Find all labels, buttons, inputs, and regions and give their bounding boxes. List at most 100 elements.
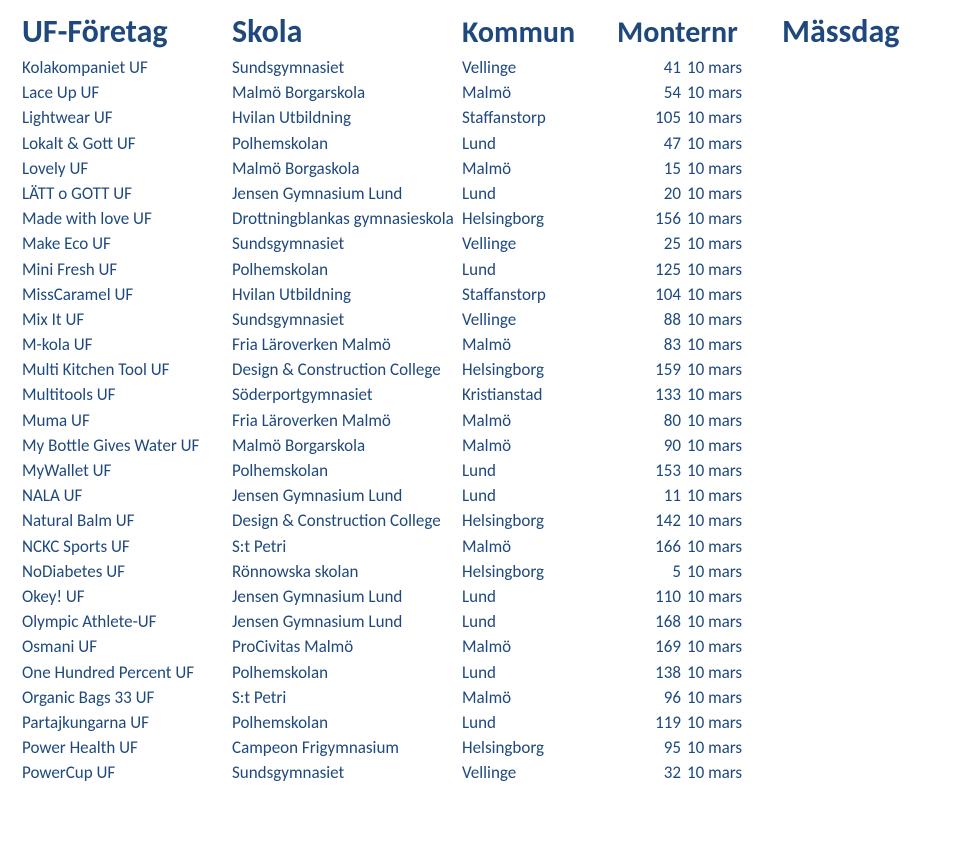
cell-foretag: MyWallet UF	[22, 458, 232, 483]
cell-kommun: Malmö	[462, 80, 617, 105]
cell-kommun: Lund	[462, 584, 617, 609]
cell-foretag: Power Health UF	[22, 735, 232, 760]
cell-foretag: LÄTT o GOTT UF	[22, 181, 232, 206]
cell-skola: Design & Construction College	[232, 357, 462, 382]
header-skola: Skola	[232, 12, 462, 51]
cell-kommun: Malmö	[462, 534, 617, 559]
cell-kommun: Vellinge	[462, 231, 617, 256]
cell-foretag: Lovely UF	[22, 156, 232, 181]
table-row: M-kola UFFria Läroverken MalmöMalmö8310 …	[22, 332, 938, 357]
cell-monternr: 20	[617, 181, 687, 206]
cell-foretag: Lokalt & Gott UF	[22, 131, 232, 156]
table-row: NCKC Sports UFS:t PetriMalmö16610 mars	[22, 534, 938, 559]
cell-foretag: NoDiabetes UF	[22, 559, 232, 584]
cell-skola: Polhemskolan	[232, 660, 462, 685]
cell-monternr: 168	[617, 609, 687, 634]
table-row: MyWallet UFPolhemskolanLund15310 mars	[22, 458, 938, 483]
cell-massdag: 10 mars	[687, 332, 927, 357]
table-row: Lightwear UFHvilan UtbildningStaffanstor…	[22, 105, 938, 130]
cell-kommun: Vellinge	[462, 55, 617, 80]
cell-massdag: 10 mars	[687, 609, 927, 634]
cell-kommun: Helsingborg	[462, 559, 617, 584]
cell-foretag: Lightwear UF	[22, 105, 232, 130]
cell-foretag: My Bottle Gives Water UF	[22, 433, 232, 458]
cell-foretag: Okey! UF	[22, 584, 232, 609]
table-row: My Bottle Gives Water UFMalmö Borgarskol…	[22, 433, 938, 458]
table-row: Multi Kitchen Tool UFDesign & Constructi…	[22, 357, 938, 382]
cell-kommun: Vellinge	[462, 760, 617, 785]
cell-monternr: 153	[617, 458, 687, 483]
cell-monternr: 166	[617, 534, 687, 559]
cell-monternr: 156	[617, 206, 687, 231]
cell-skola: Hvilan Utbildning	[232, 282, 462, 307]
cell-skola: Rönnowska skolan	[232, 559, 462, 584]
cell-foretag: Mix It UF	[22, 307, 232, 332]
cell-kommun: Helsingborg	[462, 508, 617, 533]
cell-skola: Jensen Gymnasium Lund	[232, 483, 462, 508]
cell-foretag: Multi Kitchen Tool UF	[22, 357, 232, 382]
cell-monternr: 142	[617, 508, 687, 533]
table-row: Mix It UFSundsgymnasietVellinge8810 mars	[22, 307, 938, 332]
table-row: Muma UFFria Läroverken MalmöMalmö8010 ma…	[22, 408, 938, 433]
cell-skola: Söderportgymnasiet	[232, 382, 462, 407]
cell-massdag: 10 mars	[687, 55, 927, 80]
cell-massdag: 10 mars	[687, 634, 927, 659]
cell-skola: Polhemskolan	[232, 710, 462, 735]
cell-monternr: 25	[617, 231, 687, 256]
cell-monternr: 138	[617, 660, 687, 685]
cell-monternr: 133	[617, 382, 687, 407]
cell-monternr: 95	[617, 735, 687, 760]
cell-massdag: 10 mars	[687, 181, 927, 206]
cell-kommun: Staffanstorp	[462, 105, 617, 130]
table-row: Made with love UFDrottningblankas gymnas…	[22, 206, 938, 231]
cell-massdag: 10 mars	[687, 735, 927, 760]
cell-kommun: Malmö	[462, 156, 617, 181]
cell-skola: Hvilan Utbildning	[232, 105, 462, 130]
table-row: NALA UFJensen Gymnasium LundLund1110 mar…	[22, 483, 938, 508]
cell-monternr: 96	[617, 685, 687, 710]
cell-foretag: Made with love UF	[22, 206, 232, 231]
cell-massdag: 10 mars	[687, 206, 927, 231]
table-row: Kolakompaniet UFSundsgymnasietVellinge41…	[22, 55, 938, 80]
cell-kommun: Lund	[462, 710, 617, 735]
cell-foretag: M-kola UF	[22, 332, 232, 357]
cell-skola: Campeon Frigymnasium	[232, 735, 462, 760]
cell-monternr: 169	[617, 634, 687, 659]
cell-skola: Malmö Borgarskola	[232, 433, 462, 458]
cell-massdag: 10 mars	[687, 685, 927, 710]
cell-kommun: Lund	[462, 609, 617, 634]
cell-massdag: 10 mars	[687, 80, 927, 105]
cell-monternr: 104	[617, 282, 687, 307]
cell-skola: Sundsgymnasiet	[232, 55, 462, 80]
cell-massdag: 10 mars	[687, 357, 927, 382]
cell-kommun: Lund	[462, 131, 617, 156]
cell-massdag: 10 mars	[687, 257, 927, 282]
table-body: Kolakompaniet UFSundsgymnasietVellinge41…	[22, 55, 938, 785]
cell-massdag: 10 mars	[687, 710, 927, 735]
cell-monternr: 54	[617, 80, 687, 105]
cell-foretag: Osmani UF	[22, 634, 232, 659]
cell-skola: S:t Petri	[232, 685, 462, 710]
cell-monternr: 159	[617, 357, 687, 382]
cell-foretag: Muma UF	[22, 408, 232, 433]
table-row: Lokalt & Gott UFPolhemskolanLund4710 mar…	[22, 131, 938, 156]
cell-kommun: Helsingborg	[462, 735, 617, 760]
cell-monternr: 47	[617, 131, 687, 156]
table-row: Mini Fresh UFPolhemskolanLund12510 mars	[22, 257, 938, 282]
cell-kommun: Lund	[462, 181, 617, 206]
cell-skola: Jensen Gymnasium Lund	[232, 181, 462, 206]
table-row: Okey! UFJensen Gymnasium LundLund11010 m…	[22, 584, 938, 609]
cell-massdag: 10 mars	[687, 231, 927, 256]
cell-kommun: Malmö	[462, 634, 617, 659]
table-row: Lace Up UFMalmö BorgarskolaMalmö5410 mar…	[22, 80, 938, 105]
cell-skola: Polhemskolan	[232, 257, 462, 282]
cell-monternr: 125	[617, 257, 687, 282]
cell-kommun: Staffanstorp	[462, 282, 617, 307]
cell-foretag: Organic Bags 33 UF	[22, 685, 232, 710]
table-row: MissCaramel UFHvilan UtbildningStaffanst…	[22, 282, 938, 307]
table-row: Power Health UFCampeon FrigymnasiumHelsi…	[22, 735, 938, 760]
table-row: NoDiabetes UFRönnowska skolanHelsingborg…	[22, 559, 938, 584]
cell-monternr: 90	[617, 433, 687, 458]
cell-kommun: Malmö	[462, 332, 617, 357]
table-row: Lovely UFMalmö BorgaskolaMalmö1510 mars	[22, 156, 938, 181]
